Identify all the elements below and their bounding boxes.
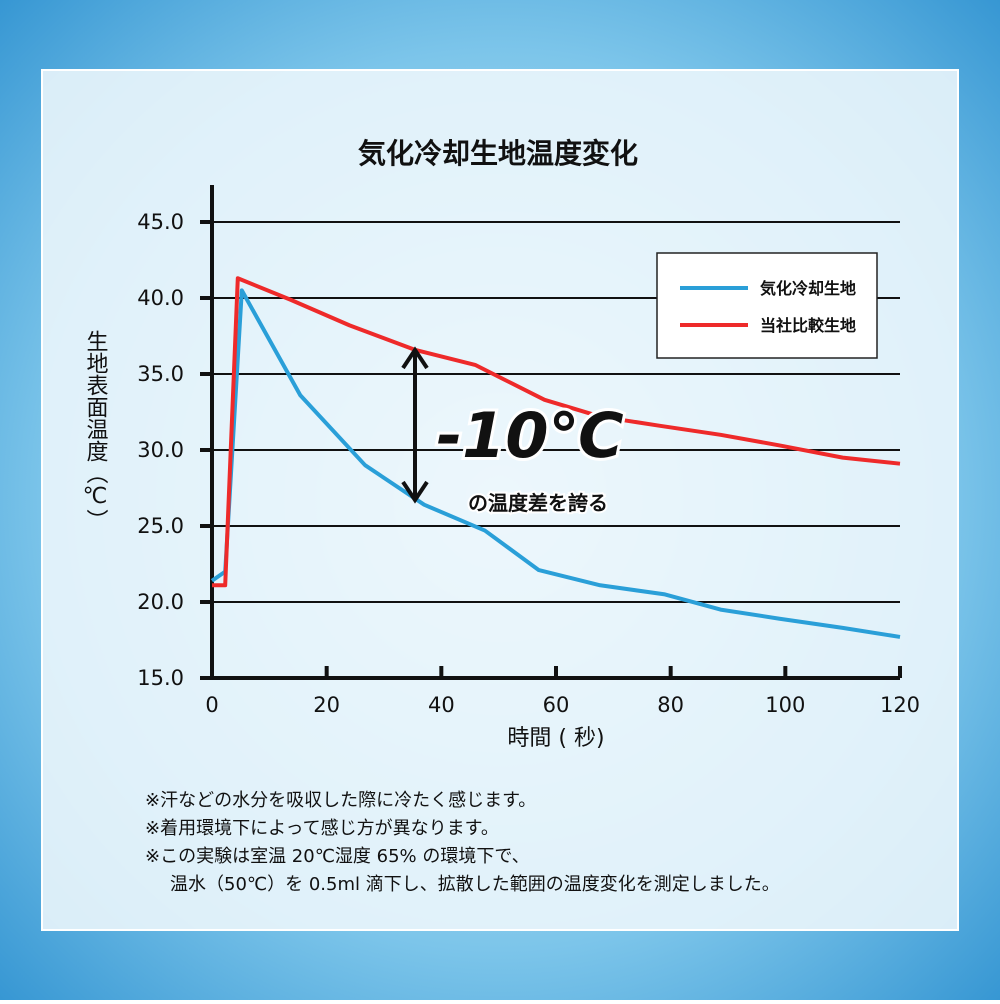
y-axis-label: 生地表面温度（℃）	[83, 330, 109, 531]
y-tick-label: 45.0	[137, 210, 184, 234]
line-series	[210, 288, 901, 639]
x-tick-label: 0	[205, 693, 218, 717]
legend-label: 気化冷却生地	[760, 279, 856, 298]
note: 温水（50℃）を 0.5ml 滴下し、拡散した範囲の温度変化を測定しました。	[170, 874, 780, 895]
y-tick-label: 35.0	[137, 362, 184, 386]
x-tick-label: 80	[657, 693, 684, 717]
chart-title: 気化冷却生地温度変化	[358, 137, 638, 170]
x-tick-label: 20	[313, 693, 340, 717]
y-tick-label: 15.0	[137, 666, 184, 690]
x-tick-label: 100	[765, 693, 805, 717]
note: ※この実験は室温 20℃湿度 65% の環境下で、	[145, 846, 530, 867]
x-tick-label: 120	[880, 693, 920, 717]
y-tick-label: 30.0	[137, 438, 184, 462]
line-series	[212, 276, 901, 588]
note: ※着用環境下によって感じ方が異なります。	[145, 818, 499, 839]
x-axis-label: 時間 ( 秒)	[507, 726, 604, 751]
panel	[41, 69, 959, 931]
y-tick-label: 20.0	[137, 590, 184, 614]
annotation: -10℃	[436, 399, 623, 472]
legend-box	[656, 252, 878, 359]
x-tick-label: 40	[428, 693, 455, 717]
x-tick-label: 60	[543, 693, 570, 717]
difference-arrow	[401, 346, 429, 504]
note: ※汗などの水分を吸収した際に冷たく感じます。	[145, 790, 536, 811]
y-tick-label: 25.0	[137, 514, 184, 538]
annotation: の温度差を誇る	[468, 491, 608, 515]
legend-label: 当社比較生地	[760, 316, 856, 335]
y-tick-label: 40.0	[137, 286, 184, 310]
